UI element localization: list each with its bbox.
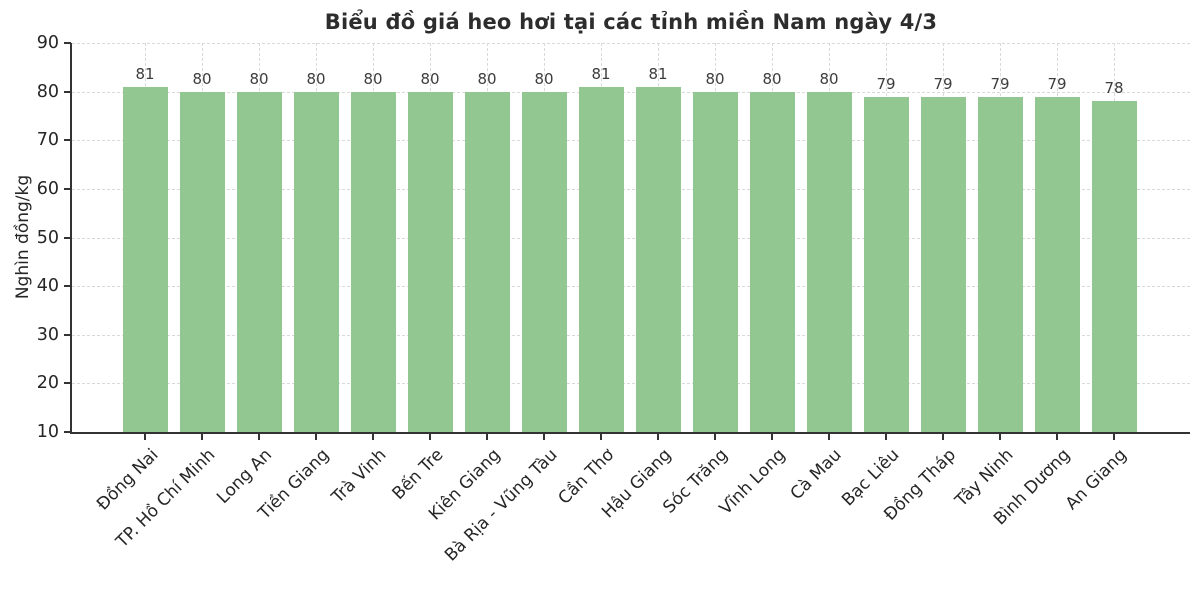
x-tick-mark bbox=[372, 433, 374, 440]
bar-value-label: 79 bbox=[933, 74, 953, 93]
bar-value-label: 80 bbox=[249, 69, 269, 88]
y-tick-label: 30 bbox=[36, 324, 59, 345]
x-tick-mark bbox=[429, 433, 431, 440]
y-tick-mark bbox=[64, 431, 71, 433]
y-tick-label: 90 bbox=[36, 33, 59, 53]
y-gridline bbox=[72, 43, 1190, 44]
y-tick-label: 60 bbox=[36, 178, 59, 199]
bar-value-label: 78 bbox=[1104, 79, 1124, 98]
x-tick-mark bbox=[1113, 433, 1115, 440]
y-tick-label: 80 bbox=[36, 81, 59, 102]
chart-title: Biểu đồ giá heo hơi tại các tỉnh miền Na… bbox=[324, 10, 938, 34]
y-tick-mark bbox=[64, 187, 71, 190]
y-tick-label: 20 bbox=[36, 373, 59, 394]
bar-value-label: 80 bbox=[705, 69, 725, 88]
x-tick-mark bbox=[714, 433, 716, 440]
x-tick-mark bbox=[828, 433, 830, 440]
y-gridline bbox=[72, 334, 1190, 336]
y-gridline bbox=[72, 140, 1190, 142]
y-tick-mark bbox=[64, 42, 71, 44]
plot-area: 81 80 80 80 80 80 80 80 81 81 80 80 80 79 79 79 79 78 bbox=[70, 43, 1190, 434]
y-tick-mark bbox=[64, 333, 71, 336]
x-tick-mark bbox=[942, 433, 944, 440]
x-tick-label: Bà Rịa - Vũng Tàu bbox=[440, 445, 562, 566]
bar-value-label: 81 bbox=[135, 64, 155, 83]
bar-value-label: 80 bbox=[762, 69, 782, 88]
x-tick-mark bbox=[201, 433, 203, 440]
bar-value-label: 79 bbox=[990, 74, 1010, 93]
x-tick-label: An Giang bbox=[1062, 445, 1132, 515]
y-axis-spine bbox=[70, 43, 72, 434]
bar bbox=[236, 91, 282, 432]
y-gridline bbox=[72, 91, 1190, 93]
bar-value-label: 80 bbox=[477, 69, 497, 88]
bar bbox=[863, 96, 909, 432]
x-tick-mark bbox=[600, 433, 602, 440]
bar bbox=[920, 96, 966, 432]
bar bbox=[350, 91, 396, 432]
bar bbox=[977, 96, 1023, 432]
x-tick-label: Trà Vinh bbox=[327, 445, 391, 508]
y-axis-label: Nghìn đồng/kg bbox=[13, 174, 33, 300]
x-tick-mark bbox=[771, 433, 773, 440]
x-tick-label: Bến Tre bbox=[388, 445, 448, 504]
bar-value-label: 80 bbox=[534, 69, 554, 88]
x-tick-mark bbox=[486, 433, 488, 440]
x-tick-mark bbox=[144, 433, 146, 440]
x-tick-mark bbox=[999, 433, 1001, 440]
x-tick-label: TP. Hồ Chí Minh bbox=[112, 445, 220, 552]
y-tick-label: 40 bbox=[36, 276, 59, 297]
bar-value-label: 80 bbox=[363, 69, 383, 88]
y-tick-mark bbox=[64, 236, 71, 239]
bar bbox=[806, 91, 852, 432]
bar-value-label: 79 bbox=[1047, 74, 1067, 93]
y-tick-mark bbox=[64, 139, 71, 142]
bar-value-label: 80 bbox=[420, 69, 440, 88]
bar bbox=[749, 91, 795, 432]
bar bbox=[578, 86, 624, 432]
bar-value-label: 80 bbox=[192, 69, 212, 88]
y-tick-label: 50 bbox=[36, 227, 59, 248]
y-tick-mark bbox=[64, 90, 71, 93]
bar bbox=[122, 86, 168, 432]
y-tick-mark bbox=[64, 382, 71, 385]
y-tick-mark bbox=[64, 285, 71, 288]
bar bbox=[179, 91, 225, 432]
bar bbox=[1091, 101, 1137, 432]
x-tick-mark bbox=[258, 433, 260, 440]
bar-value-label: 81 bbox=[648, 64, 668, 83]
bar bbox=[464, 91, 510, 432]
bar bbox=[521, 91, 567, 432]
bar-value-label: 80 bbox=[819, 69, 839, 88]
x-tick-mark bbox=[657, 433, 659, 440]
y-gridline bbox=[72, 188, 1190, 190]
bar-value-label: 79 bbox=[876, 74, 896, 93]
x-tick-mark bbox=[1056, 433, 1058, 440]
bar bbox=[635, 86, 681, 432]
y-gridline bbox=[72, 383, 1190, 385]
bar bbox=[293, 91, 339, 432]
y-gridline bbox=[72, 237, 1190, 239]
x-tick-mark bbox=[315, 433, 317, 440]
bar bbox=[407, 91, 453, 432]
bar bbox=[692, 91, 738, 432]
x-tick-mark bbox=[885, 433, 887, 440]
y-gridline bbox=[72, 286, 1190, 288]
x-axis-spine bbox=[70, 431, 1190, 434]
bar-value-label: 81 bbox=[591, 64, 611, 83]
bar-value-label: 80 bbox=[306, 69, 326, 88]
y-tick-label: 70 bbox=[36, 130, 59, 151]
bar bbox=[1034, 96, 1080, 432]
x-tick-mark bbox=[543, 433, 545, 440]
y-tick-label: 10 bbox=[36, 422, 59, 442]
